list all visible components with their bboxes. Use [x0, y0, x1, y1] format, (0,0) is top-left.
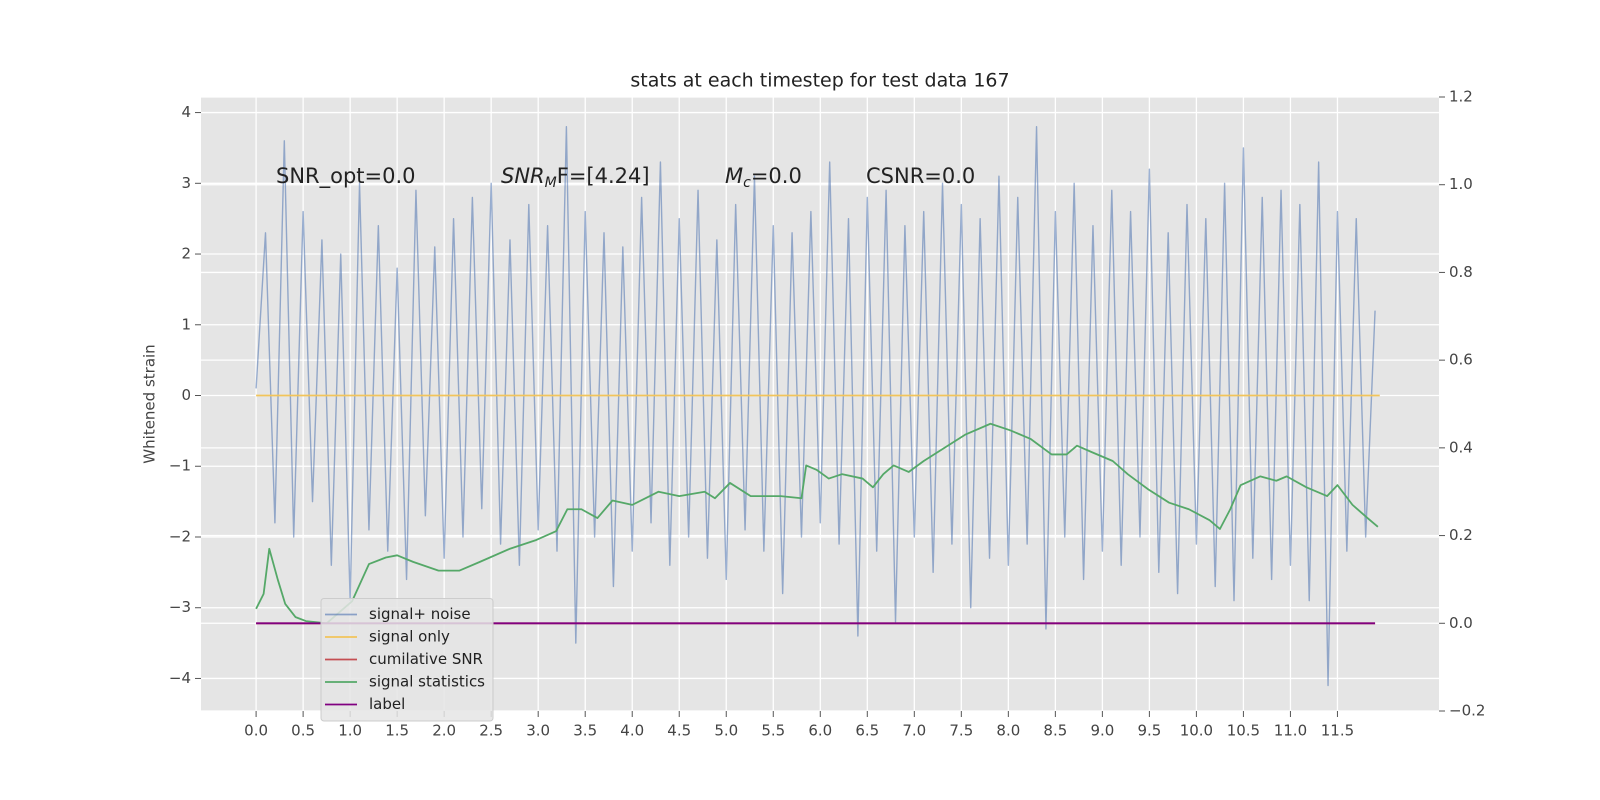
x-tick-label: 5.0: [714, 722, 738, 740]
annotation: SNR_opt=0.0: [276, 164, 416, 189]
legend-label: signal+ noise: [369, 605, 471, 623]
y2-tick-label: 0.6: [1449, 351, 1473, 369]
y-tick-label: 2: [181, 245, 191, 263]
y2-tick-label: 0.4: [1449, 438, 1473, 456]
x-tick-label: 2.5: [479, 722, 503, 740]
x-tick-label: 3.0: [526, 722, 550, 740]
annotation-sub: c: [743, 175, 751, 191]
series-line: [255, 126, 1376, 687]
y2-tick-label: −0.2: [1449, 702, 1485, 720]
x-tick-label: 9.0: [1090, 722, 1114, 740]
x-tick-label: 6.0: [808, 722, 832, 740]
y-tick-label: −1: [169, 457, 191, 475]
x-tick-label: 8.5: [1043, 722, 1067, 740]
annotation-text: M: [725, 164, 743, 188]
x-tick-label: 7.0: [902, 722, 926, 740]
x-tick-label: 11.5: [1321, 722, 1354, 740]
x-tick-label: 0.5: [291, 722, 315, 740]
legend-label: label: [369, 695, 405, 713]
annotation: Mc=0.0: [725, 164, 802, 191]
x-tick-label: 5.5: [761, 722, 785, 740]
y-tick-label: −3: [169, 598, 191, 616]
x-tick-label: 1.0: [338, 722, 362, 740]
legend-box: [320, 598, 494, 722]
y-tick-label: 3: [181, 174, 191, 192]
annotation-sub: M: [545, 175, 557, 191]
y2-tick-label: 0.0: [1449, 614, 1473, 632]
legend-label: signal only: [369, 628, 450, 646]
x-tick-label: 9.5: [1137, 722, 1161, 740]
x-tick-label: 6.5: [855, 722, 879, 740]
x-tick-label: 4.5: [667, 722, 691, 740]
x-tick-label: 7.5: [949, 722, 973, 740]
y-tick-label: −4: [169, 669, 191, 687]
chart-title: stats at each timestep for test data 167: [630, 70, 1009, 92]
annotation: CSNR=0.0: [866, 164, 975, 188]
y-tick-label: 0: [181, 386, 191, 404]
x-tick-label: 0.0: [244, 722, 268, 740]
legend-label: signal statistics: [369, 673, 485, 691]
annotation: SNRMF=[4.24]: [501, 164, 650, 191]
annotation-tail: =0.0: [751, 164, 802, 188]
x-tick-label: 8.0: [996, 722, 1020, 740]
x-tick-label: 1.5: [385, 722, 409, 740]
x-tick-label: 11.0: [1274, 722, 1307, 740]
y2-tick-label: 0.8: [1449, 263, 1473, 281]
x-tick-label: 4.0: [620, 722, 644, 740]
annotation-tail: F=[4.24]: [557, 164, 650, 188]
x-tick-label: 10.0: [1180, 722, 1213, 740]
x-tick-label: 10.5: [1227, 722, 1260, 740]
y2-tick-label: 1.2: [1449, 88, 1473, 106]
y2-tick-label: 0.2: [1449, 526, 1473, 544]
x-tick-label: 2.0: [432, 722, 456, 740]
series-line: [255, 422, 1379, 625]
legend-label: cumilative SNR: [369, 650, 483, 668]
y2-tick-label: 1.0: [1449, 175, 1473, 193]
y-axis-label: Whitened strain: [141, 344, 159, 463]
y-tick-label: −2: [169, 527, 191, 545]
y-tick-label: 1: [181, 315, 191, 333]
y-tick-label: 4: [181, 103, 191, 121]
x-tick-label: 3.5: [573, 722, 597, 740]
annotation-text: SNR: [501, 164, 545, 188]
